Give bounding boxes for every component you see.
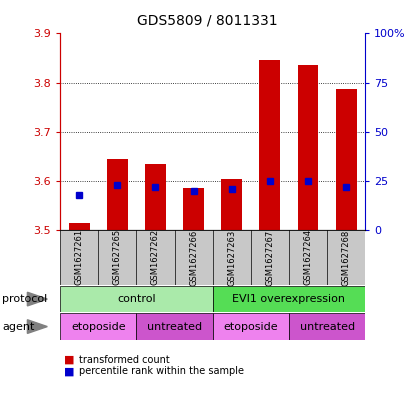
Text: untreated: untreated [147,321,202,332]
Bar [221,179,242,230]
Text: percentile rank within the sample: percentile rank within the sample [79,366,244,376]
Text: untreated: untreated [300,321,355,332]
Bar [145,163,166,230]
Text: etoposide: etoposide [224,321,278,332]
Bar [137,313,212,340]
Text: GSM1627261: GSM1627261 [75,230,84,285]
Bar [289,313,365,340]
Text: protocol: protocol [2,294,47,304]
Bar [212,286,365,312]
Text: GSM1627264: GSM1627264 [303,230,312,285]
Text: GSM1627267: GSM1627267 [265,229,274,286]
Bar [60,313,137,340]
Text: agent: agent [2,321,34,332]
Text: transformed count: transformed count [79,354,170,365]
Text: GSM1627262: GSM1627262 [151,230,160,285]
Bar [212,313,289,340]
Text: EVI1 overexpression: EVI1 overexpression [232,294,345,304]
Bar [336,89,356,230]
Polygon shape [27,320,47,333]
Text: GSM1627263: GSM1627263 [227,229,236,286]
Text: ■: ■ [64,366,75,376]
Text: GSM1627265: GSM1627265 [113,230,122,285]
Text: GSM1627266: GSM1627266 [189,229,198,286]
Bar [298,65,318,230]
Bar [259,61,281,230]
Text: etoposide: etoposide [71,321,126,332]
Bar [69,222,90,230]
Bar [60,286,212,312]
Text: ■: ■ [64,354,75,365]
Text: control: control [117,294,156,304]
Bar [107,159,128,230]
Text: GSM1627268: GSM1627268 [342,229,351,286]
Bar [183,188,204,230]
Text: GDS5809 / 8011331: GDS5809 / 8011331 [137,14,278,28]
Polygon shape [27,292,47,306]
